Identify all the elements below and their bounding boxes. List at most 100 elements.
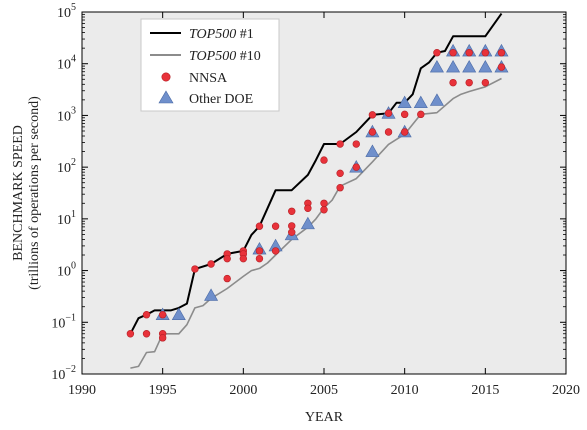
y-tick-label-exp: −2 — [65, 364, 76, 375]
legend-swatch-nnsa — [161, 72, 171, 82]
legend-label-top500-10: TOP500 #10 — [189, 49, 261, 64]
y-tick-label-base: 10 — [57, 109, 71, 124]
point-nnsa — [336, 184, 344, 192]
point-nnsa — [223, 254, 231, 263]
y-tick-label: 104 — [57, 54, 76, 73]
y-tick-label-base: 10 — [51, 368, 65, 383]
series-line-top500-1 — [129, 13, 503, 335]
series-markers — [126, 43, 509, 342]
y-axis-label-line2: (trillions of operations per second) — [27, 96, 42, 290]
point-nnsa — [271, 247, 280, 255]
y-tick-label-base: 10 — [57, 58, 71, 73]
point-other-doe — [413, 95, 428, 109]
point-nnsa — [207, 260, 215, 268]
point-nnsa — [465, 49, 473, 57]
point-nnsa — [497, 63, 506, 71]
x-tick-label: 1995 — [149, 383, 177, 398]
x-tick-label: 2015 — [471, 383, 499, 398]
y-tick-label-exp: 4 — [71, 54, 76, 65]
point-nnsa — [481, 78, 490, 87]
y-tick-label-exp: 2 — [71, 157, 76, 168]
point-nnsa — [158, 311, 167, 319]
x-axis-ticks: 1990 1995 2000 2005 2010 2015 2020 — [68, 12, 580, 398]
point-nnsa — [320, 206, 328, 214]
y-tick-label: 10−1 — [51, 312, 76, 331]
point-nnsa — [304, 204, 312, 213]
y-tick-label-base: 10 — [57, 161, 71, 176]
legend-swatch-other-doe — [158, 90, 174, 104]
legend-label-top500-10-italic: TOP500 — [189, 49, 236, 64]
point-nnsa — [384, 109, 393, 117]
point-nnsa — [288, 207, 296, 216]
point-nnsa — [336, 140, 344, 148]
y-tick-label-base: 10 — [57, 265, 71, 280]
point-nnsa — [465, 78, 473, 87]
y-tick-label-exp: 1 — [71, 209, 76, 220]
y-tick-label-exp: 5 — [71, 2, 76, 13]
point-other-doe — [171, 307, 186, 321]
point-nnsa — [320, 199, 328, 207]
y-tick-label-exp: −1 — [65, 312, 76, 323]
y-tick-label-base: 10 — [51, 316, 65, 331]
point-nnsa — [255, 222, 264, 230]
point-other-doe — [446, 59, 461, 73]
point-nnsa — [255, 247, 264, 255]
y-tick-label-exp: 0 — [71, 261, 76, 272]
y-tick-label: 103 — [57, 105, 76, 124]
y-tick-label: 102 — [57, 157, 76, 176]
point-other-doe — [429, 59, 444, 73]
point-nnsa — [191, 265, 199, 273]
point-nnsa — [142, 311, 151, 319]
point-other-doe — [429, 93, 444, 106]
point-nnsa — [142, 330, 151, 338]
x-tick-label: 2000 — [229, 383, 257, 398]
point-nnsa — [239, 254, 248, 263]
point-nnsa — [288, 228, 296, 236]
legend-item-nnsa: NNSA — [161, 71, 228, 86]
y-tick-label: 105 — [57, 2, 76, 21]
point-nnsa — [400, 128, 409, 136]
point-nnsa — [368, 128, 377, 136]
point-nnsa — [336, 169, 344, 178]
legend-label-other-doe: Other DOE — [189, 92, 253, 107]
point-nnsa — [417, 110, 425, 119]
legend-item-top500-10: TOP500 #10 — [150, 49, 261, 64]
point-nnsa — [368, 111, 377, 119]
point-nnsa — [158, 334, 167, 342]
legend-label-top500-10-rest: #10 — [236, 49, 261, 64]
point-nnsa — [352, 163, 360, 171]
point-nnsa — [497, 49, 506, 57]
x-tick-label: 2020 — [552, 383, 580, 398]
point-other-doe — [365, 144, 380, 157]
point-nnsa — [400, 110, 409, 119]
point-nnsa — [271, 222, 280, 230]
legend-label-top500-1-rest: #1 — [236, 27, 254, 42]
point-nnsa — [320, 156, 328, 164]
point-nnsa — [352, 140, 360, 148]
legend: TOP500 #1 TOP500 #10 NNSA Other DOE — [140, 18, 280, 112]
y-tick-label: 101 — [57, 209, 76, 228]
legend-item-other-doe: Other DOE — [158, 90, 253, 107]
legend-label-top500-1: TOP500 #1 — [189, 27, 254, 42]
point-nnsa — [126, 330, 135, 338]
point-other-doe — [397, 95, 412, 109]
y-axis-label: BENCHMARK SPEED (trillions of operations… — [11, 96, 42, 290]
legend-label-top500-1-italic: TOP500 — [189, 27, 236, 42]
x-tick-label: 1990 — [68, 383, 96, 398]
point-other-doe — [462, 59, 477, 73]
legend-label-nnsa: NNSA — [189, 71, 228, 86]
legend-item-top500-1: TOP500 #1 — [150, 27, 254, 42]
y-tick-label-base: 10 — [57, 213, 71, 228]
point-other-doe — [300, 216, 315, 230]
y-axis-label-line1: BENCHMARK SPEED — [11, 125, 26, 261]
y-tick-label-exp: 3 — [71, 105, 76, 116]
y-tick-label-base: 10 — [57, 6, 71, 21]
point-other-doe — [204, 288, 219, 301]
point-nnsa — [384, 128, 393, 136]
x-tick-label: 2005 — [310, 383, 338, 398]
x-tick-label: 2010 — [391, 383, 419, 398]
point-nnsa — [449, 78, 457, 87]
point-other-doe — [478, 59, 493, 73]
